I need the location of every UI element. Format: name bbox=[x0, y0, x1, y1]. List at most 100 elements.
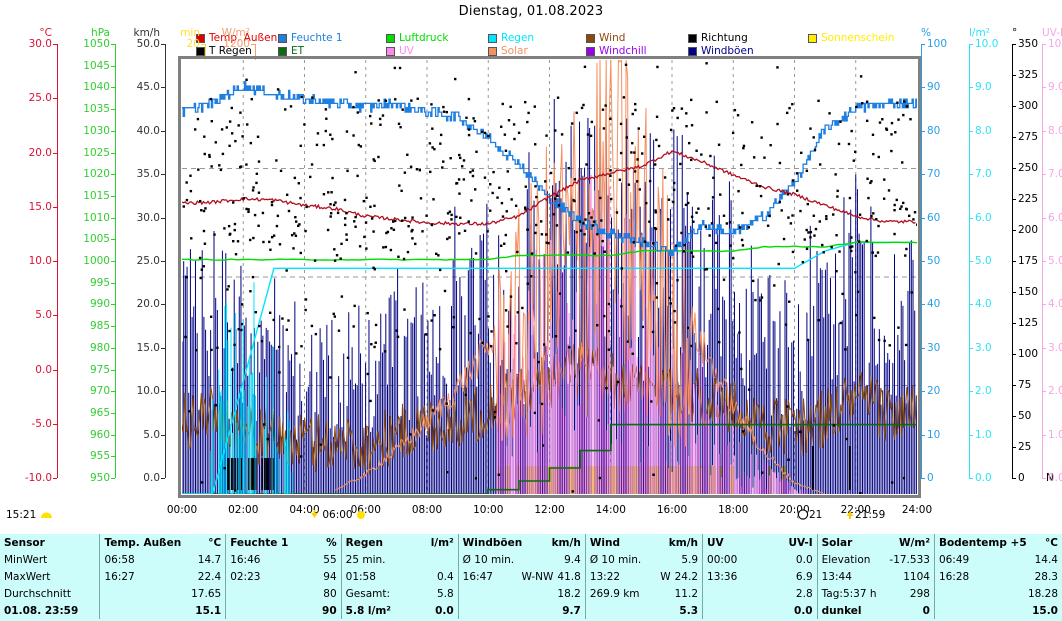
axis-tick-label: 20.0 bbox=[136, 298, 160, 311]
left-time-marker: 15:21 bbox=[6, 509, 53, 521]
axis-tick-mark bbox=[921, 87, 925, 89]
axis-tick-mark bbox=[1012, 354, 1016, 355]
axis-tick-label: 8.0 bbox=[1048, 124, 1062, 137]
axis-tick-mark bbox=[969, 478, 973, 479]
left-axis-C: °C 30.0 25.0 20.0 15.0 10.0 5.0 0.0 -5.0 -10.0 bbox=[6, 27, 58, 484]
axis-tick-label: 965 bbox=[89, 406, 110, 419]
axis-tick-mark bbox=[53, 315, 57, 317]
legend-swatch-icon bbox=[586, 47, 595, 56]
axis-unit-label: UV-I bbox=[1042, 27, 1062, 39]
axis-tick-mark bbox=[201, 44, 205, 45]
axis-tick-mark bbox=[111, 434, 115, 436]
table-header-cell: Solar W/m² bbox=[816, 534, 935, 551]
x-axis-tick-label: 00:00 bbox=[166, 504, 198, 516]
axis-unit-label: °C bbox=[39, 27, 52, 39]
axis-line bbox=[921, 44, 922, 478]
table-cell: Elevation -17.533 bbox=[816, 551, 935, 568]
legend-swatch-icon bbox=[488, 47, 497, 56]
axis-tick-label: 1040 bbox=[83, 81, 110, 94]
axis-tick-mark bbox=[1012, 75, 1016, 76]
axis-unit-label: hPa bbox=[91, 27, 110, 39]
axis-tick-mark bbox=[111, 391, 115, 393]
legend-swatch-icon bbox=[386, 47, 395, 56]
axis-tick-mark bbox=[111, 412, 115, 414]
axis-tick-mark bbox=[111, 239, 115, 241]
axis-tick-label: 75 bbox=[1018, 379, 1032, 391]
axis-tick-mark bbox=[111, 87, 115, 89]
axis-tick-label: 250 bbox=[1018, 162, 1039, 174]
axis-tick-mark bbox=[111, 369, 115, 371]
legend-label: UV bbox=[399, 45, 414, 57]
axis-tick-mark bbox=[1012, 292, 1016, 293]
axis-tick-label: 970 bbox=[89, 385, 110, 398]
axis-tick-mark bbox=[53, 369, 57, 371]
left-axis-kmh: km/h 50.0 45.0 40.0 35.0 30.0 25.0 20.0 15.0 10.0… bbox=[114, 27, 166, 484]
page-title: Dienstag, 01.08.2023 bbox=[458, 4, 604, 19]
axis-tick-mark bbox=[921, 304, 925, 306]
x-axis-tick-label: 24:00 bbox=[901, 504, 933, 516]
axis-tick-label: 1.0 bbox=[1048, 428, 1062, 441]
axis-tick-mark bbox=[161, 44, 165, 45]
table-cell: 18.28 bbox=[933, 585, 1062, 602]
axis-tick-label: 10.0 bbox=[28, 255, 52, 267]
table-cell: 16:46 55 bbox=[225, 551, 342, 568]
axis-tick-label: 30 bbox=[927, 341, 941, 354]
axis-tick-mark bbox=[161, 130, 165, 132]
axis-tick-label: 25.0 bbox=[136, 255, 160, 267]
axis-tick-label: 995 bbox=[89, 276, 110, 289]
table-cell: 06:49 14.4 bbox=[933, 551, 1062, 568]
table-cell: 13:22 24.2 W bbox=[584, 568, 703, 585]
axis-tick-label: 200 bbox=[1018, 224, 1039, 236]
axis-tick-mark bbox=[53, 206, 57, 208]
axis-tick-label: 960 bbox=[89, 428, 110, 441]
chart-plot-area[interactable] bbox=[182, 60, 917, 494]
axis-unit-label: ° bbox=[1012, 27, 1018, 39]
table-cell: 5.3 bbox=[584, 602, 703, 619]
legend-swatch-icon bbox=[488, 34, 497, 43]
x-axis-tick-label: 10:00 bbox=[473, 504, 504, 516]
axis-tick-mark bbox=[921, 434, 925, 436]
table-cell: 18.2 bbox=[457, 585, 586, 602]
solar-series bbox=[334, 60, 824, 494]
axis-tick-label: 20.0 bbox=[28, 146, 52, 159]
axis-tick-label: 2.0 bbox=[975, 385, 992, 398]
x-axis-tick-label: 18:00 bbox=[718, 504, 749, 516]
axis-tick-label: 0.0 bbox=[975, 472, 992, 484]
axis-tick-label: 20 bbox=[927, 385, 941, 398]
axis-tick-mark bbox=[161, 304, 165, 306]
et-series bbox=[182, 423, 917, 494]
x-axis-tick-label: 16:00 bbox=[656, 504, 688, 516]
table-header-cell: Wind km/h bbox=[584, 534, 703, 551]
legend-label: ET bbox=[291, 45, 305, 57]
axis-tick-mark bbox=[111, 304, 115, 306]
luftdruck-series bbox=[182, 241, 917, 261]
table-cell: MinWert bbox=[4, 553, 48, 566]
table-cell: Ø 10 min. 9.4 bbox=[457, 551, 586, 568]
axis-tick-label: 975 bbox=[89, 363, 110, 376]
axis-tick-mark bbox=[1012, 261, 1016, 262]
table-cell: 80 bbox=[225, 585, 342, 602]
legend-label: Sonnenschein bbox=[821, 32, 895, 44]
axis-tick-label: 25 bbox=[1018, 441, 1032, 453]
table-cell: 01:58 0.4 bbox=[340, 568, 459, 585]
axis-tick-label: 955 bbox=[89, 450, 110, 463]
legend-swatch-icon bbox=[278, 34, 287, 43]
axis-tick-mark bbox=[161, 261, 165, 262]
axis-tick-mark bbox=[921, 391, 925, 393]
legend-item-windchill: Windchill bbox=[586, 46, 647, 57]
axis-tick-label: 40.0 bbox=[136, 124, 160, 137]
axis-tick-label: 125 bbox=[1018, 317, 1039, 329]
table-cell: 2.8 bbox=[702, 585, 818, 602]
x-axis-tick-label: 14:00 bbox=[595, 504, 626, 516]
axis-tick-mark bbox=[969, 174, 973, 176]
axis-tick-label: 275 bbox=[1018, 131, 1039, 143]
legend-swatch-icon bbox=[196, 34, 205, 43]
table-cell: Gesamt: 5.8 bbox=[340, 585, 459, 602]
axis-unit-label: l/m² bbox=[969, 27, 990, 39]
table-cell: 17.65 bbox=[99, 585, 226, 602]
table-row: MaxWert 16:27 22.4 02:23 94 01:58 0.4 16:47 41.8… bbox=[0, 568, 1062, 585]
legend: Temp. Außen T Regen Feuchte 1 ET Luftdruck UV… bbox=[196, 33, 894, 59]
table-cell: dunkel 0 bbox=[816, 602, 935, 619]
axis-tick-mark bbox=[1042, 478, 1046, 479]
axis-tick-mark bbox=[111, 109, 115, 111]
